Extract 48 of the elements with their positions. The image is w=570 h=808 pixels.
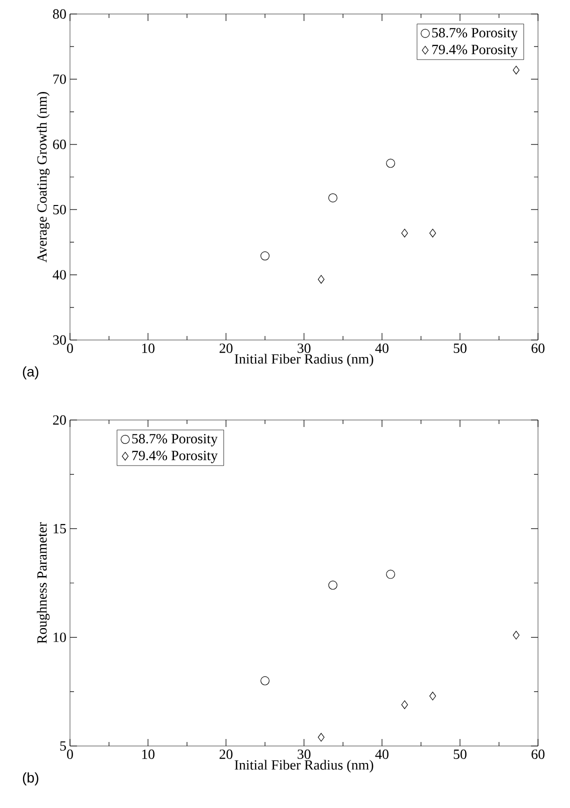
x-tick-label: 10 (142, 750, 154, 759)
point (260, 676, 270, 686)
legend-label: 79.4% Porosity (432, 44, 518, 58)
legend-label: 79.4% Porosity (132, 450, 218, 464)
x-tick-label: 40 (375, 344, 388, 353)
y-tick-label: 50 (53, 204, 66, 214)
y-tick-label: 30 (53, 335, 66, 345)
y-tick-label: 80 (53, 9, 66, 19)
x-tick-label: 30 (298, 344, 310, 353)
legend-label: 58.7% Porosity (132, 434, 218, 446)
x-tick-label: 50 (454, 344, 466, 353)
point (401, 700, 408, 710)
x-axis-title: Initial Fiber Radius (nm) (234, 354, 374, 367)
y-tick-label: 20 (53, 415, 66, 425)
y-axis-title: Average Coating Growth (nm) (36, 92, 50, 262)
x-tick-label: 0 (67, 344, 73, 353)
x-tick-label: 20 (220, 344, 232, 353)
y-axis-title: Roughness Parameter (36, 522, 50, 644)
x-tick-label: 0 (67, 750, 73, 759)
text: (a) (22, 366, 38, 380)
point (260, 251, 270, 260)
point (328, 193, 338, 202)
point (401, 228, 408, 238)
point (386, 158, 396, 168)
y-tick-label: 5 (60, 741, 66, 751)
point (429, 692, 436, 700)
point (429, 228, 436, 238)
point (386, 570, 396, 579)
x-tick-label: 50 (454, 750, 466, 759)
text: (b) (22, 772, 38, 786)
point (318, 275, 324, 284)
y-tick-label: 15 (54, 524, 66, 534)
x-tick-label: 40 (375, 750, 388, 759)
y-tick-label: 60 (53, 140, 66, 150)
point (512, 630, 520, 640)
x-tick-label: 30 (298, 750, 310, 759)
x-tick-label: 20 (220, 750, 232, 759)
y-tick-label: 70 (53, 74, 66, 84)
x-axis-title: Initial Fiber Radius (nm) (234, 760, 374, 773)
x-tick-label: 10 (142, 344, 154, 353)
point (512, 66, 520, 74)
x-tick-label: 60 (532, 750, 544, 759)
x-tick-label: 60 (532, 344, 544, 353)
legend-label: 58.7% Porosity (432, 28, 518, 40)
y-tick-label: 40 (52, 270, 66, 280)
point (328, 580, 338, 590)
point (318, 733, 324, 742)
y-tick-label: 10 (54, 632, 66, 642)
